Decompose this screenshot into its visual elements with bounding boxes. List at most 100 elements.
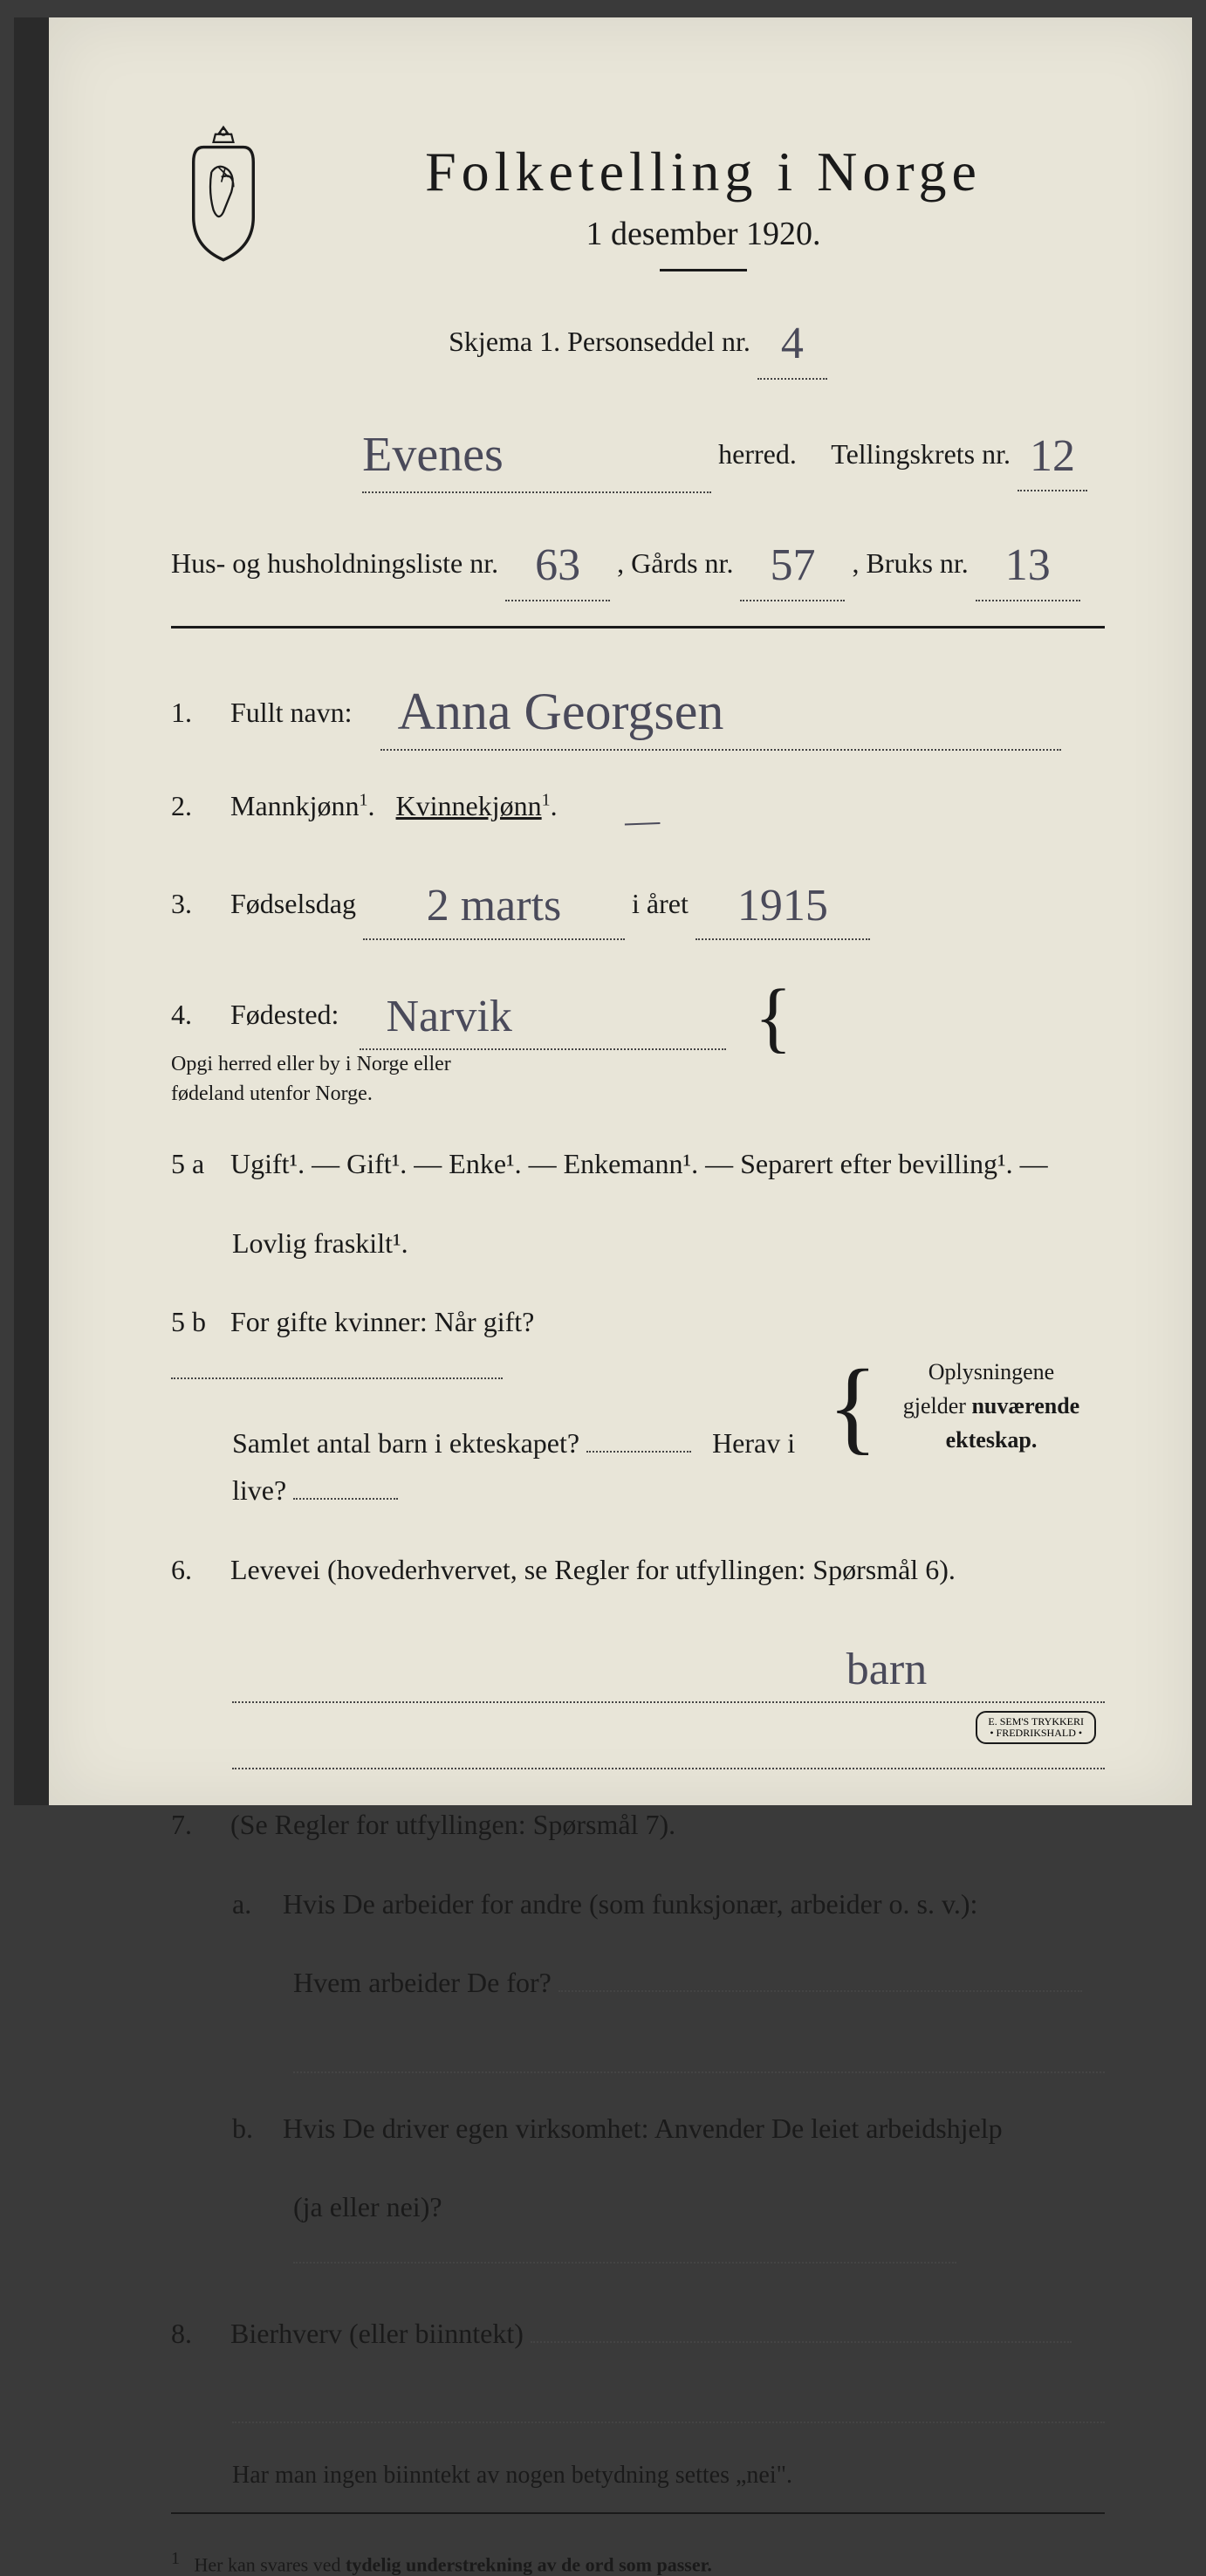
meta-herred: Evenes herred. Tellingskrets nr. 12	[171, 404, 1105, 494]
divider-bottom	[171, 2512, 1105, 2514]
printer-line2: • FREDRIKSHALD •	[988, 1728, 1084, 1739]
divider-top	[171, 626, 1105, 629]
q5b-brace: {	[827, 1380, 878, 1432]
q7a-line2: Hvem arbeider De for?	[171, 1959, 1105, 2006]
q6-field: barn	[232, 1625, 1105, 1703]
bottom-note: Har man ingen biinntekt av nogen betydni…	[171, 2455, 1105, 2497]
q5b-left: 5 b For gifte kvinner: Når gift? Samlet …	[171, 1298, 827, 1515]
q8-field	[531, 2341, 1072, 2343]
q5a-text: Ugift¹. — Gift¹. — Enke¹. — Enkemann¹. —…	[230, 1148, 1048, 1179]
q1: 1. Fullt navn: Anna Georgsen	[171, 660, 1105, 751]
q3: 3. Fødselsdag 2 marts i året 1915	[171, 861, 1105, 939]
gaard-field: 57	[740, 518, 845, 601]
gaard-label: , Gårds nr.	[617, 547, 733, 579]
gaard-nr: 57	[770, 525, 815, 607]
q7-num: 7.	[171, 1801, 223, 1848]
q7a-text2: Hvem arbeider De for?	[293, 1967, 552, 1998]
q5a-line2: Lovlig fraskilt¹.	[171, 1219, 1105, 1267]
herred-label: herred.	[718, 438, 797, 470]
tellingskrets-field: 12	[1018, 409, 1087, 492]
q5b-gift-field	[171, 1377, 503, 1379]
q4-brace: {	[754, 998, 791, 1037]
census-form-page: Folketelling i Norge 1 desember 1920. Sk…	[14, 17, 1192, 1805]
personseddel-nr: 4	[781, 303, 804, 385]
q7a: a. Hvis De arbeider for andre (som funks…	[171, 1880, 1105, 1927]
tellingskrets-label: Tellingskrets nr.	[831, 438, 1011, 470]
q5b-live-field	[293, 1498, 398, 1500]
title-rule	[660, 269, 747, 271]
q6-value: barn	[846, 1631, 927, 1708]
q5b-barn-field	[586, 1451, 691, 1453]
meta-hus: Hus- og husholdningsliste nr. 63 , Gårds…	[171, 518, 1105, 601]
q6-answer: barn	[171, 1625, 1105, 1703]
q2-num: 2.	[171, 782, 223, 829]
q8-label: Bierhverv (eller biinntekt)	[230, 2318, 524, 2349]
q7: 7. (Se Regler for utfyllingen: Spørsmål …	[171, 1801, 1105, 1848]
subtitle: 1 desember 1920.	[302, 215, 1105, 253]
q5a: 5 a Ugift¹. — Gift¹. — Enke¹. — Enkemann…	[171, 1140, 1105, 1187]
q7-label: (Se Regler for utfyllingen: Spørsmål 7).	[230, 1809, 675, 1840]
q4-label: Fødested:	[230, 999, 339, 1030]
q5b: 5 b For gifte kvinner: Når gift? Samlet …	[171, 1298, 1105, 1515]
hus-field: 63	[505, 518, 610, 601]
personseddel-field: 4	[757, 296, 827, 380]
hus-label: Hus- og husholdningsliste nr.	[171, 547, 498, 579]
q7a-field	[558, 1990, 1082, 1992]
q8-num: 8.	[171, 2310, 223, 2357]
q2-mann: Mannkjønn	[230, 790, 360, 821]
q5a-num: 5 a	[171, 1140, 223, 1187]
q3-year-field: 1915	[696, 861, 870, 939]
q5b-line2a: Samlet antal barn i ekteskapet?	[232, 1427, 579, 1459]
tellingskrets-nr: 12	[1030, 416, 1075, 498]
q6-num: 6.	[171, 1546, 223, 1593]
q1-label: Fullt navn:	[230, 697, 353, 728]
q1-field: Anna Georgsen	[380, 660, 1061, 751]
main-title: Folketelling i Norge	[302, 140, 1105, 204]
q3-label: Fødselsdag	[230, 888, 356, 919]
hus-nr: 63	[535, 525, 580, 607]
q7b-text2: (ja eller nei)?	[293, 2191, 442, 2222]
printer-line1: E. SEM'S TRYKKERI	[988, 1716, 1084, 1728]
q4-note: Opgi herred eller by i Norge eller fødel…	[171, 1050, 485, 1109]
q7b-label: b.	[232, 2105, 276, 2152]
q4-field: Narvik	[360, 972, 726, 1050]
q7b-field	[293, 2262, 956, 2263]
header: Folketelling i Norge 1 desember 1920.	[171, 122, 1105, 271]
q8: 8. Bierhverv (eller biinntekt)	[171, 2310, 1105, 2357]
q4-num: 4.	[171, 991, 223, 1038]
bruks-nr: 13	[1005, 525, 1051, 607]
q2-handwritten-mark: —	[624, 790, 661, 850]
q8-blank-line	[232, 2388, 1105, 2423]
coat-of-arms	[171, 122, 276, 262]
q7b-line2: (ja eller nei)?	[171, 2183, 1105, 2278]
q6-label: Levevei (hovederhvervet, se Regler for u…	[230, 1554, 956, 1585]
footnote-num: 1	[171, 2549, 180, 2568]
q3-mid: i året	[632, 888, 689, 919]
q7a-text1: Hvis De arbeider for andre (som funksjon…	[283, 1888, 977, 1920]
footnote-text: Her kan svares ved tydelig understreknin…	[195, 2553, 712, 2575]
q5b-num: 5 b	[171, 1298, 223, 1345]
q5b-line1: For gifte kvinner: Når gift?	[230, 1306, 534, 1337]
q2: 2. Mannkjønn1. Kvinnekjønn1. —	[171, 782, 1105, 829]
q7a-label: a.	[232, 1880, 276, 1927]
q3-day: 2 marts	[427, 868, 562, 945]
footnote: 1 Her kan svares ved tydelig understrekn…	[171, 2549, 1105, 2576]
skjema-label: Skjema 1. Personseddel nr.	[449, 326, 750, 357]
bruks-field: 13	[976, 518, 1080, 601]
q5b-note: Oplysningene gjelder nuværende ekteskap.	[878, 1355, 1105, 1457]
q7a-blank-line	[293, 2038, 1105, 2073]
q5a-text2: Lovlig fraskilt¹.	[232, 1227, 408, 1259]
herred-field: Evenes	[362, 404, 711, 494]
q7b-text1: Hvis De driver egen virksomhet: Anvender…	[283, 2112, 1003, 2144]
q1-value: Anna Georgsen	[398, 667, 724, 756]
q2-kvinne: Kvinnekjønn	[396, 790, 542, 821]
printer-mark: E. SEM'S TRYKKERI • FREDRIKSHALD •	[976, 1711, 1096, 1744]
q3-num: 3.	[171, 880, 223, 927]
q4: 4. Fødested: Narvik { Opgi herred eller …	[171, 972, 1105, 1109]
q6-blank-line	[232, 1735, 1105, 1769]
q1-num: 1.	[171, 689, 223, 736]
meta-skjema: Skjema 1. Personseddel nr. 4	[171, 296, 1105, 380]
herred-value: Evenes	[362, 411, 504, 499]
q3-day-field: 2 marts	[363, 861, 625, 939]
q6: 6. Levevei (hovederhvervet, se Regler fo…	[171, 1546, 1105, 1593]
